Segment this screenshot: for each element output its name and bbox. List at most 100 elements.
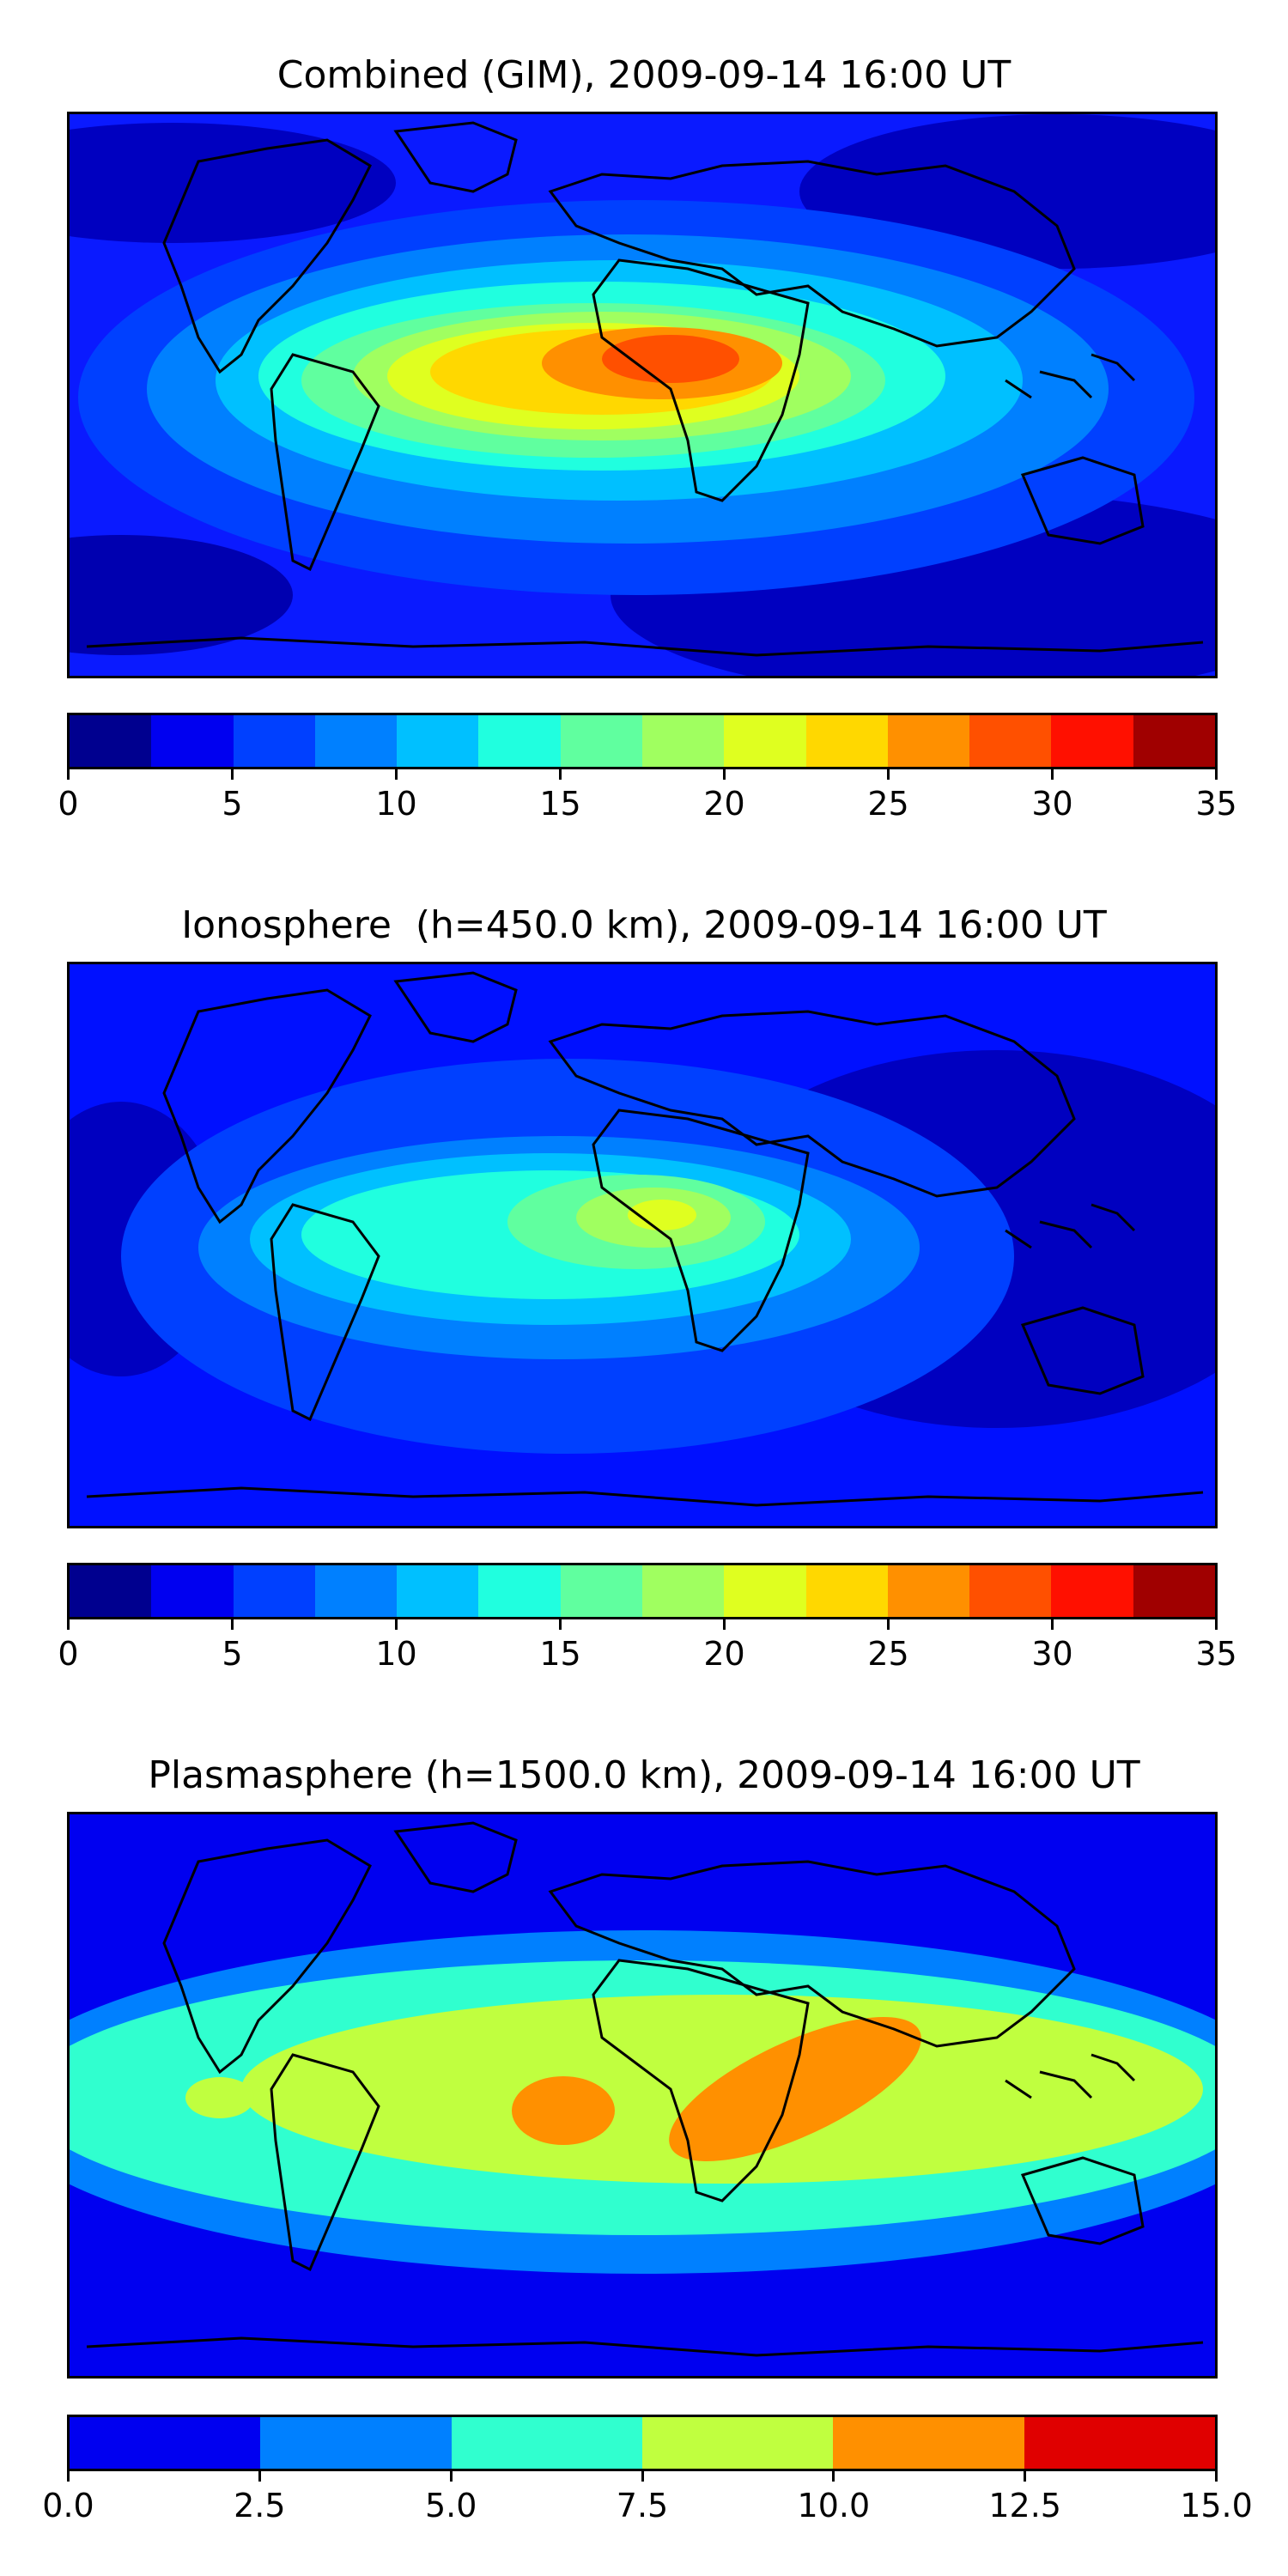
colorbar-tick-mark: [723, 1619, 726, 1630]
colorbar-tick-label: 15: [539, 1635, 581, 1673]
colorbar-segment: [724, 715, 806, 767]
colorbar-tick-mark: [67, 2471, 70, 2482]
colorbar-segment: [70, 2417, 261, 2469]
colorbar-tick-mark: [395, 1619, 398, 1630]
colorbar-tick-mark: [231, 769, 234, 780]
colorbar-tick-mark: [641, 2471, 644, 2482]
chart-title-combined: Combined (GIM), 2009-09-14 16:00 UT: [276, 53, 1012, 97]
colorbar-tick-mark: [258, 2471, 261, 2482]
low-region: [70, 535, 293, 655]
colorbar-tick-label: 20: [703, 785, 745, 823]
coastlines: [86, 971, 1204, 1507]
colorbar-segment: [805, 1565, 888, 1617]
colorbar-segment: [560, 1565, 642, 1617]
chart-title-ionosphere: Ionosphere (h=450.0 km), 2009-09-14 16:0…: [181, 903, 1107, 947]
colorbar-segment: [478, 1565, 561, 1617]
colorbar-segment: [887, 715, 970, 767]
coastlines: [86, 1821, 1204, 2357]
contour-map-combined: [70, 114, 1215, 676]
contour-band: [602, 335, 739, 383]
colorbar-segment: [641, 715, 725, 767]
colorbar-segment: [1133, 715, 1215, 767]
colorbar-combined: [67, 713, 1218, 769]
colorbar-tick-label: 25: [867, 785, 909, 823]
colorbar-segment: [314, 1565, 398, 1617]
colorbar-tick-label: 5: [222, 1635, 243, 1673]
colorbar-segment: [1024, 2417, 1215, 2469]
colorbar-segment: [233, 1565, 315, 1617]
colorbar-tick-mark: [887, 1619, 890, 1630]
colorbar-ticks-plasmasphere: 0.0 2.5 5.0 7.5 10.0 12.5 15.0: [42, 2471, 1253, 2524]
colorbar-segment: [397, 1565, 479, 1617]
colorbar-plasmasphere: [67, 2415, 1218, 2471]
coastlines: [86, 121, 1204, 657]
colorbar-segment: [641, 1565, 725, 1617]
colorbar-ticks-ionosphere: 0 5 10 15 20 25 30 35: [58, 1619, 1237, 1673]
colorbar-segment: [724, 1565, 806, 1617]
colorbar-tick-mark: [723, 769, 726, 780]
colorbar-segment: [70, 1565, 152, 1617]
colorbar-segment: [833, 2417, 1024, 2469]
contour-map-plasmasphere: [70, 1814, 1215, 2376]
colorbar-segment: [969, 1565, 1052, 1617]
colorbar-tick-label: 35: [1195, 1635, 1237, 1673]
contour-band: [628, 1200, 696, 1230]
colorbar-tick-label: 12.5: [988, 2487, 1061, 2524]
colorbar-tick-label: 5.0: [424, 2487, 477, 2524]
colorbar-segment: [1133, 1565, 1215, 1617]
colorbar-segment: [70, 715, 152, 767]
colorbar-tick-mark: [449, 2471, 453, 2482]
colorbar-tick-label: 15.0: [1180, 2487, 1253, 2524]
colorbar-segment: [805, 715, 888, 767]
colorbar-tick-mark: [1051, 769, 1054, 780]
colorbar-tick-mark: [395, 769, 398, 780]
colorbar-tick-label: 0: [58, 785, 79, 823]
colorbar-segment: [1051, 715, 1133, 767]
colorbar-tick-mark: [887, 769, 890, 780]
contour-map-ionosphere: [70, 964, 1215, 1526]
colorbar-tick-label: 35: [1195, 785, 1237, 823]
low-region: [70, 123, 396, 243]
colorbar-segment: [151, 715, 234, 767]
colorbar-segment: [451, 2417, 642, 2469]
chart-title-plasmasphere: Plasmasphere (h=1500.0 km), 2009-09-14 1…: [148, 1753, 1140, 1797]
colorbar-tick-mark: [1215, 2471, 1218, 2482]
map-plasmasphere: [67, 1812, 1218, 2379]
colorbar-tick-label: 30: [1031, 1635, 1073, 1673]
colorbar-tick-mark: [559, 769, 562, 780]
colorbar-tick-label: 7.5: [616, 2487, 669, 2524]
colorbar-tick-mark: [67, 769, 70, 780]
colorbar-segment: [478, 715, 561, 767]
colorbar-tick-label: 30: [1031, 785, 1073, 823]
colorbar-segment: [560, 715, 642, 767]
colorbar-segment: [397, 715, 479, 767]
colorbar-segment: [151, 1565, 234, 1617]
colorbar-tick-mark: [1024, 2471, 1027, 2482]
colorbar-segment: [1051, 1565, 1133, 1617]
colorbar-tick-mark: [67, 1619, 70, 1630]
colorbar-segment: [887, 1565, 970, 1617]
colorbar-tick-label: 15: [539, 785, 581, 823]
colorbar-ionosphere: [67, 1563, 1218, 1619]
colorbar-ticks-combined: 0 5 10 15 20 25 30 35: [58, 769, 1237, 823]
colorbar-tick-label: 0.0: [42, 2487, 94, 2524]
colorbar-tick-label: 10: [375, 1635, 417, 1673]
colorbar-tick-label: 0: [58, 1635, 79, 1673]
colorbar-tick-label: 10.0: [797, 2487, 871, 2524]
colorbar-segment: [641, 2417, 834, 2469]
contour-band: [669, 2016, 921, 2162]
colorbar-tick-label: 20: [703, 1635, 745, 1673]
colorbar-tick-label: 10: [375, 785, 417, 823]
colorbar-segment: [314, 715, 398, 767]
colorbar-tick-mark: [1051, 1619, 1054, 1630]
colorbar-tick-mark: [559, 1619, 562, 1630]
colorbar-tick-mark: [231, 1619, 234, 1630]
contour-band: [512, 2076, 615, 2145]
colorbar-segment: [233, 715, 315, 767]
contour-band: [185, 2077, 254, 2118]
colorbar-segment: [260, 2417, 452, 2469]
map-combined: [67, 112, 1218, 678]
colorbar-tick-mark: [1215, 769, 1218, 780]
colorbar-tick-mark: [1215, 1619, 1218, 1630]
colorbar-tick-mark: [832, 2471, 835, 2482]
